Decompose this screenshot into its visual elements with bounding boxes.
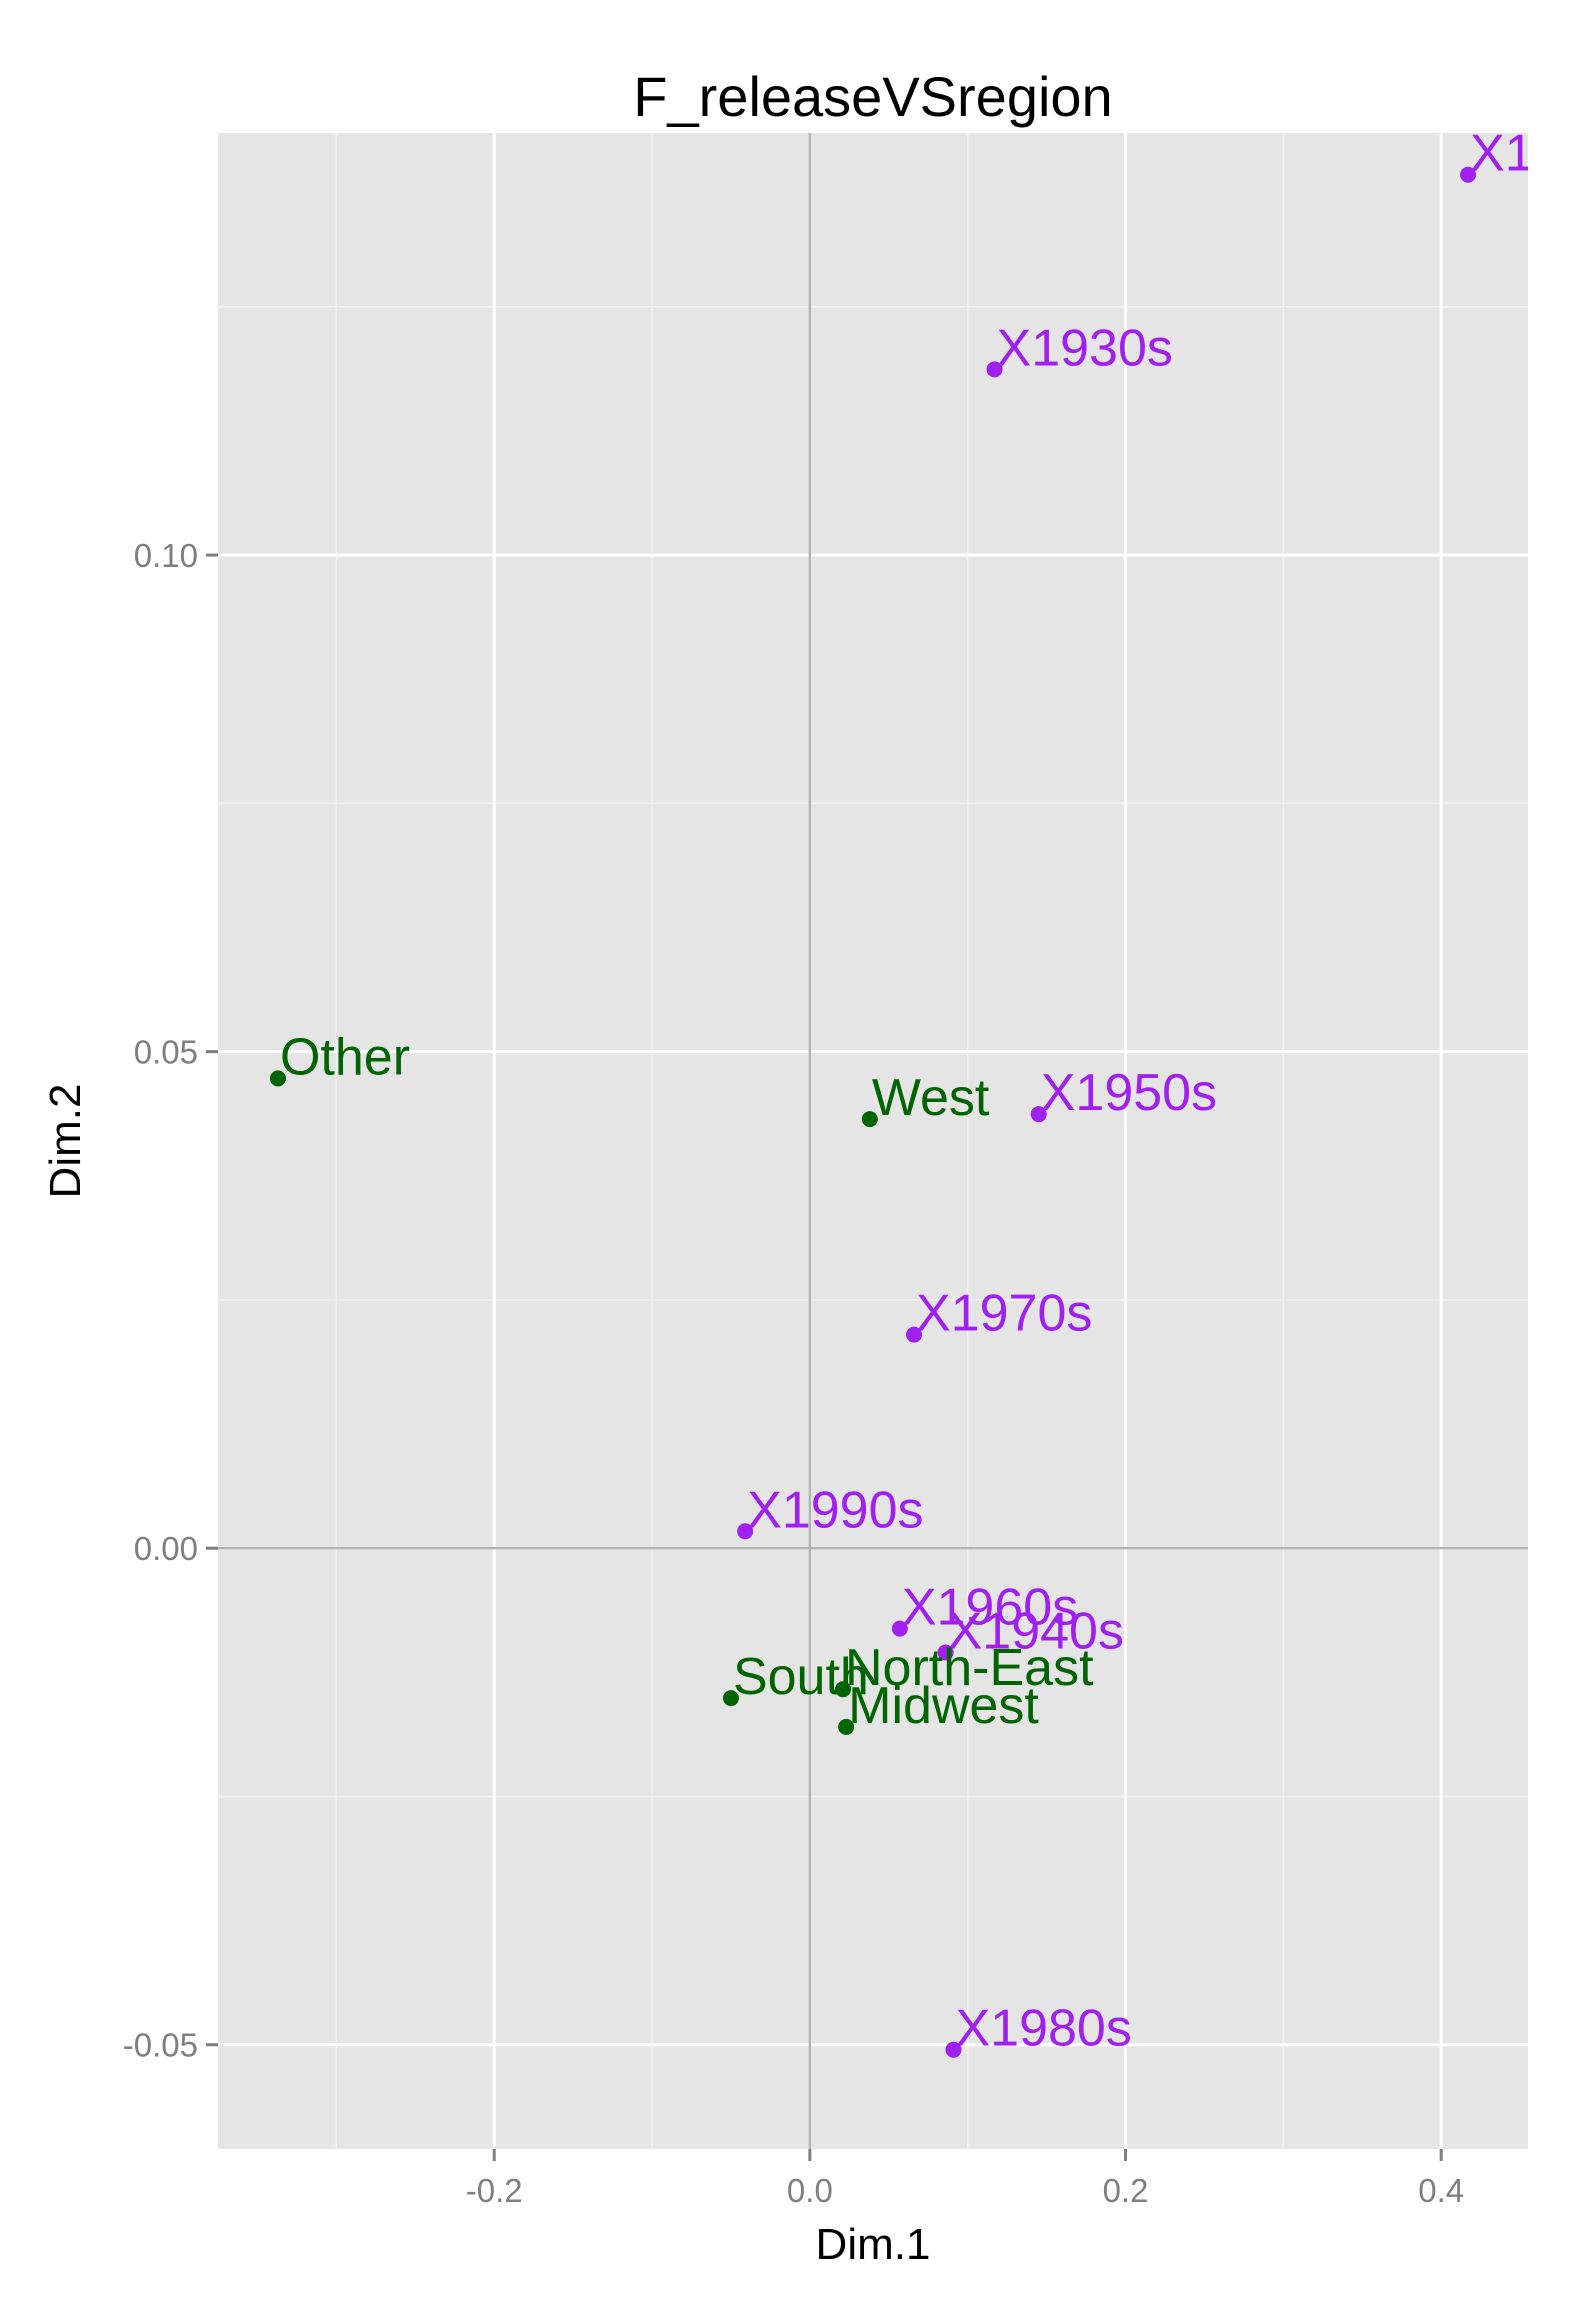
x-tick-label: -0.2 [466, 2172, 523, 2209]
y-axis-title: Dim.2 [41, 1084, 90, 1199]
point-label: X1940s [948, 1602, 1124, 1660]
chart-title: F_releaseVSregion [633, 65, 1112, 128]
x-axis: -0.2 0.0 0.2 0.4 [466, 2149, 1464, 2209]
minor-gridlines [218, 133, 1528, 2149]
point-label: X1960s [902, 1579, 1078, 1637]
data-point [906, 1326, 923, 1343]
data-point [1460, 166, 1477, 183]
y-axis: -0.05 0.00 0.05 0.10 [123, 537, 218, 2064]
y-tick-label: 0.05 [134, 1034, 198, 1071]
point-label: North-East [845, 1639, 1094, 1697]
data-points [269, 166, 1477, 2058]
point-label: Other [280, 1028, 410, 1086]
plot-panel [218, 133, 1528, 2149]
point-label: X1950s [1041, 1064, 1217, 1122]
point-label: X1 [1470, 125, 1534, 183]
data-point [861, 1111, 878, 1128]
point-label: X1970s [916, 1285, 1092, 1343]
point-label: West [872, 1069, 990, 1127]
point-label: Midwest [848, 1677, 1039, 1735]
y-tick-label: -0.05 [123, 2027, 198, 2064]
x-axis-title: Dim.1 [816, 2220, 931, 2269]
data-point [891, 1620, 908, 1637]
data-point [937, 1644, 954, 1661]
point-label: X1990s [747, 1481, 923, 1539]
data-point [986, 361, 1003, 378]
data-point [269, 1070, 286, 1087]
y-tick-label: 0.10 [134, 537, 198, 574]
y-tick-label: 0.00 [134, 1530, 198, 1567]
data-point [838, 1718, 855, 1735]
data-point [835, 1681, 852, 1698]
data-point [945, 2041, 962, 2058]
point-label: South [733, 1648, 869, 1706]
x-tick-label: 0.0 [787, 2172, 833, 2209]
data-point [1030, 1106, 1047, 1123]
x-tick-label: 0.2 [1103, 2172, 1149, 2209]
data-point [737, 1523, 754, 1540]
x-tick-label: 0.4 [1418, 2172, 1464, 2209]
reference-lines [218, 133, 1528, 2149]
data-point [722, 1690, 739, 1707]
point-label: X1930s [997, 319, 1173, 377]
point-label: X1980s [955, 2000, 1131, 2058]
